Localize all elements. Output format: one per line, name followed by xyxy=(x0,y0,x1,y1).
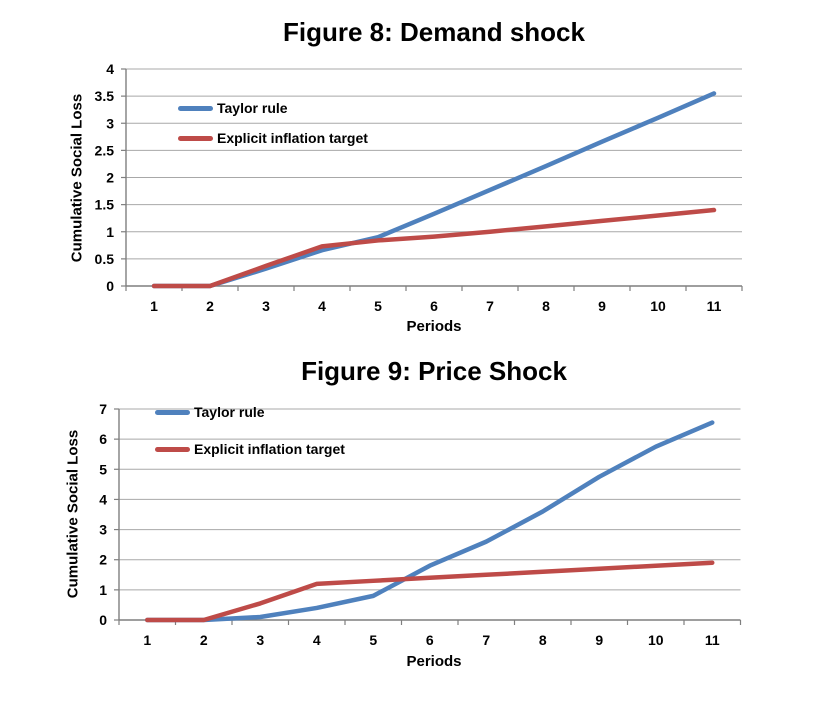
figure-8-demand-shock-chart: Figure 8: Demand shock 0 0.5 1 1.5 2 2.5 3 3.5 4… xyxy=(0,0,823,350)
figure-9-price-shock-chart: Figure 9: Price Shock 0 1 2 3 4 5 6 7 1 2 3 4 5 6 7 8 9 1… xyxy=(0,350,823,701)
explicit-inflation-target-swatch xyxy=(155,446,190,452)
x-tick-label: 2 xyxy=(206,298,214,314)
x-tick-label: 11 xyxy=(707,298,722,314)
y-tick-label: 4 xyxy=(99,491,107,507)
x-tick-label: 1 xyxy=(150,298,158,314)
x-tick-label: 9 xyxy=(598,298,606,314)
y-tick-label: 0 xyxy=(99,612,107,628)
x-tick-label: 5 xyxy=(369,632,377,648)
legend-item-explicit-inflation-target: Explicit inflation target xyxy=(155,439,345,459)
x-tick-label: 3 xyxy=(262,298,270,314)
y-tick-label: 0.5 xyxy=(95,251,115,267)
x-axis-title: Periods xyxy=(406,653,462,670)
y-tick-label: 2 xyxy=(99,552,107,568)
x-tick-label: 4 xyxy=(318,298,326,314)
taylor-rule-swatch xyxy=(178,105,213,111)
y-tick-label: 4 xyxy=(106,61,114,77)
y-tick-label: 3 xyxy=(99,522,107,538)
x-tick-label: 10 xyxy=(648,632,664,648)
y-tick-label: 0 xyxy=(106,278,114,294)
explicit-inflation-target-line xyxy=(145,560,715,623)
legend-item-taylor-rule: Taylor rule xyxy=(155,402,265,422)
legend-item-taylor-rule: Taylor rule xyxy=(178,98,288,118)
legend-item-explicit-inflation-target: Explicit inflation target xyxy=(178,128,368,148)
figure-8-plot-area: 0 0.5 1 1.5 2 2.5 3 3.5 4 1 2 3 4 5 6 7 8 9 10 11 xyxy=(95,61,743,314)
x-tick-label: 4 xyxy=(313,632,321,648)
legend-label: Taylor rule xyxy=(217,100,288,116)
x-tick-label: 3 xyxy=(256,632,264,648)
chart-title: Figure 9: Price Shock xyxy=(301,356,567,386)
x-tick-label: 7 xyxy=(486,298,494,314)
y-tick-label: 1 xyxy=(99,582,107,598)
x-tick-label: 8 xyxy=(539,632,547,648)
taylor-rule-swatch xyxy=(155,409,190,415)
y-tick-label: 5 xyxy=(99,461,107,477)
y-tick-label: 1.5 xyxy=(95,197,115,213)
legend-label: Explicit inflation target xyxy=(194,441,345,457)
figure-9-plot-area: 0 1 2 3 4 5 6 7 1 2 3 4 5 6 7 8 9 10 11 xyxy=(99,401,742,648)
x-tick-label: 1 xyxy=(143,632,151,648)
x-tick-label: 5 xyxy=(374,298,382,314)
x-tick-label: 7 xyxy=(482,632,490,648)
legend-label: Explicit inflation target xyxy=(217,130,368,146)
x-tick-label: 6 xyxy=(430,298,438,314)
taylor-rule-line xyxy=(151,91,717,289)
x-tick-label: 6 xyxy=(426,632,434,648)
legend-label: Taylor rule xyxy=(194,404,265,420)
x-tick-label: 11 xyxy=(705,632,720,648)
y-tick-label: 3 xyxy=(106,115,114,131)
y-tick-label: 2.5 xyxy=(95,142,115,158)
x-tick-label: 2 xyxy=(200,632,208,648)
y-axis-title: Cumulative Social Loss xyxy=(64,429,82,599)
explicit-inflation-target-swatch xyxy=(178,135,213,141)
x-tick-label: 10 xyxy=(650,298,666,314)
y-tick-label: 7 xyxy=(99,401,107,417)
x-tick-label: 8 xyxy=(542,298,550,314)
y-axis-title: Cumulative Social Loss xyxy=(68,93,86,263)
explicit-inflation-target-line xyxy=(151,207,717,289)
x-tick-label: 9 xyxy=(595,632,603,648)
taylor-rule-line xyxy=(145,420,715,623)
y-tick-label: 3.5 xyxy=(95,88,115,104)
y-tick-label: 1 xyxy=(106,224,114,240)
y-tick-label: 6 xyxy=(99,431,107,447)
x-axis-title: Periods xyxy=(406,318,462,335)
y-tick-label: 2 xyxy=(106,170,114,186)
chart-title: Figure 8: Demand shock xyxy=(283,17,585,47)
